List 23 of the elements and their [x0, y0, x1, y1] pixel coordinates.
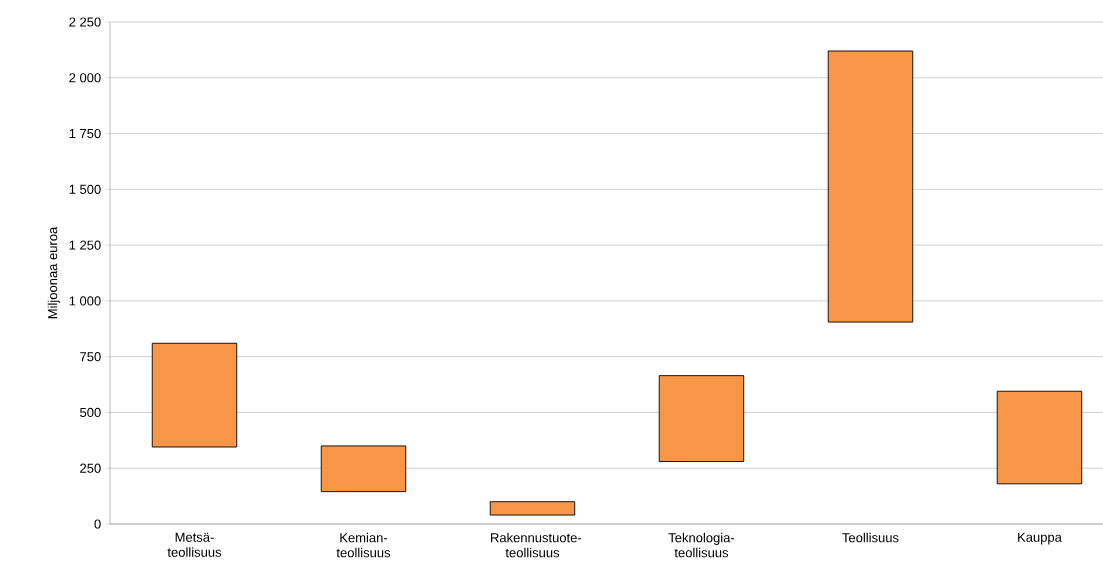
x-tick-label: Kemian-teollisuus	[336, 532, 391, 558]
x-tick-label: Kauppa	[1018, 532, 1062, 545]
bar	[320, 445, 407, 493]
y-tick-label: 1 500	[69, 184, 101, 194]
bar	[489, 501, 576, 516]
bar	[827, 50, 914, 323]
bar	[658, 375, 745, 462]
x-tick-label: Teollisuus	[842, 532, 899, 543]
y-tick-label: 750	[80, 352, 101, 362]
y-tick-label: 500	[80, 407, 101, 418]
x-tick-label: Metsä-teollisuus	[167, 532, 222, 557]
y-tick-label: 2 250	[69, 17, 101, 27]
x-tick-label: Teknologia-teollisuus	[668, 532, 735, 558]
y-tick-label: 2 000	[69, 73, 101, 83]
bar	[996, 390, 1083, 485]
y-tick-label: 250	[80, 463, 101, 473]
y-tick-label: 1 750	[69, 128, 101, 139]
y-tick-label: 0	[94, 519, 101, 529]
y-tick-label: 1 000	[69, 296, 101, 306]
bar	[151, 342, 238, 448]
y-tick-label: 1 250	[69, 240, 101, 250]
x-tick-label: Rakennustuote-teollisuus	[491, 532, 582, 558]
y-axis-title: Miljoonaa euroa	[47, 226, 60, 319]
